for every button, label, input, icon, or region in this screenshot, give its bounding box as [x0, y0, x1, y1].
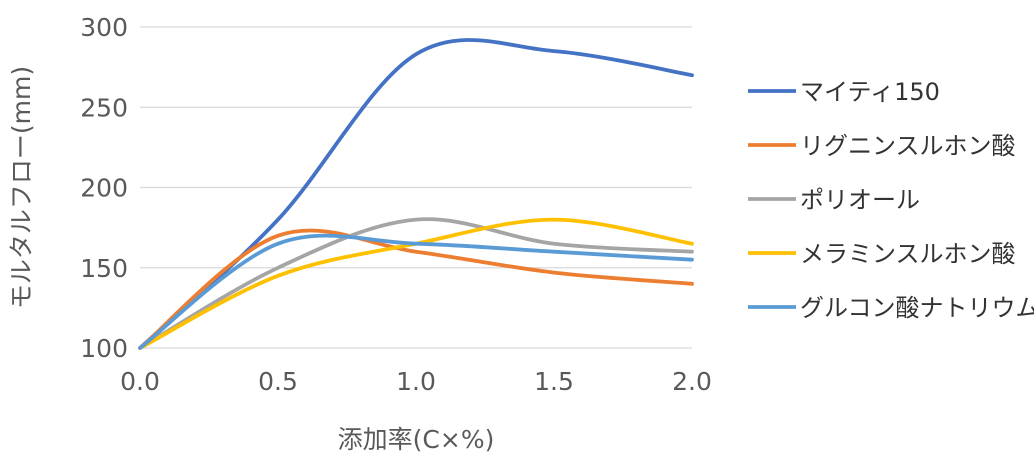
- y-tick-label: 250: [80, 93, 128, 122]
- series-line-1: [138, 228, 694, 350]
- y-tick-label: 300: [80, 13, 128, 42]
- x-tick-labels: 0.0 0.5 1.0 1.5 2.0: [120, 367, 712, 396]
- x-axis-title: 添加率(C×%): [338, 425, 495, 454]
- y-tick-label: 150: [80, 254, 128, 283]
- legend-label: グルコン酸ナトリウム: [800, 294, 1034, 322]
- x-tick-label: 2.0: [672, 367, 712, 396]
- legend-label: リグニンスルホン酸: [800, 132, 1016, 160]
- series-line-2: [138, 217, 694, 350]
- legend-label: ポリオール: [800, 186, 920, 214]
- y-tick-label: 200: [80, 174, 128, 203]
- y-tick-labels: 100 150 200 250 300: [80, 13, 128, 363]
- y-tick-label: 100: [80, 334, 128, 363]
- series-lines: [138, 38, 694, 350]
- x-tick-label: 0.0: [120, 367, 160, 396]
- legend-label: メラミンスルホン酸: [800, 240, 1016, 268]
- x-tick-label: 1.5: [534, 367, 574, 396]
- gridlines: [140, 26, 692, 349]
- series-line-3: [138, 217, 694, 350]
- series-line-4: [138, 233, 694, 350]
- legend-label: マイティ150: [800, 78, 940, 106]
- x-tick-label: 0.5: [258, 367, 298, 396]
- x-tick-label: 1.0: [396, 367, 436, 396]
- y-axis-title: モルタルフロー(mm): [7, 66, 36, 309]
